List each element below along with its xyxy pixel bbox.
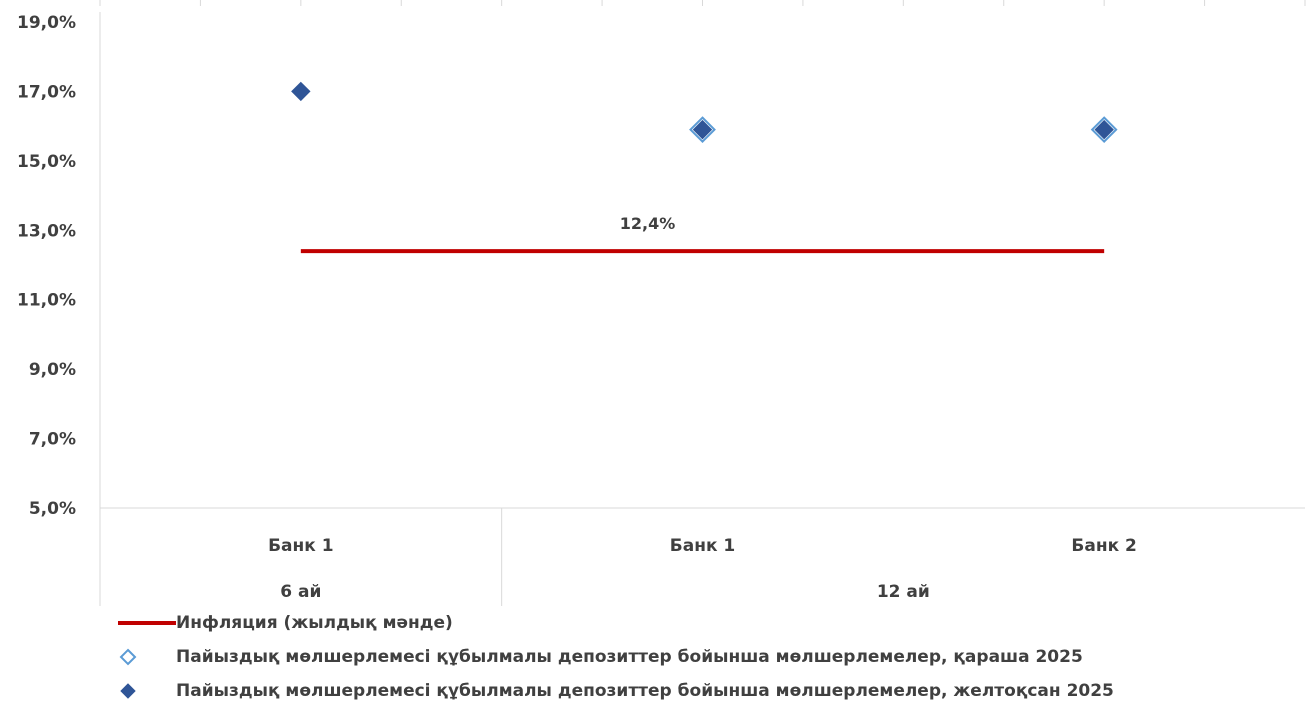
- x-group-label: 6 ай: [280, 582, 321, 602]
- legend: Инфляция (жылдық мәнде) Пайыздық мөлшерл…: [118, 606, 1114, 708]
- december-rate-point: [1094, 119, 1114, 140]
- y-axis-ticks: 5,0% 7,0% 9,0% 11,0% 13,0% 15,0% 17,0% 19,0%: [17, 13, 76, 519]
- chart-series: 12,4%: [291, 81, 1118, 254]
- legend-line-marker: [118, 613, 176, 633]
- legend-label: Пайыздық мөлшерлемесі құбылмалы депозитт…: [176, 647, 1083, 667]
- december-rate-point: [692, 119, 713, 140]
- legend-filled-diamond-icon: [118, 681, 176, 701]
- y-tick-label: 13,0%: [17, 221, 76, 241]
- x-axis-categories: Банк 1 Банк 1 Банк 2 6 ай 12 ай: [268, 536, 1137, 602]
- y-tick-label: 17,0%: [17, 82, 76, 102]
- y-tick-label: 7,0%: [29, 430, 76, 450]
- legend-label: Пайыздық мөлшерлемесі құбылмалы депозитт…: [176, 681, 1114, 701]
- y-tick-label: 5,0%: [29, 499, 76, 519]
- december-rate-point: [291, 81, 311, 102]
- inflation-data-label: 12,4%: [620, 214, 676, 233]
- legend-item-december[interactable]: Пайыздық мөлшерлемесі құбылмалы депозитт…: [118, 674, 1114, 708]
- x-category-label: Банк 2: [1071, 536, 1136, 556]
- y-tick-label: 19,0%: [17, 13, 76, 33]
- x-group-label: 12 ай: [877, 582, 930, 602]
- y-tick-label: 11,0%: [17, 291, 76, 311]
- chart-axes: [99, 0, 1306, 606]
- legend-item-november[interactable]: Пайыздық мөлшерлемесі құбылмалы депозитт…: [118, 640, 1114, 674]
- legend-hollow-diamond-icon: [118, 647, 176, 667]
- y-tick-label: 9,0%: [29, 360, 76, 380]
- x-category-label: Банк 1: [670, 536, 735, 556]
- x-category-label: Банк 1: [268, 536, 333, 556]
- legend-label: Инфляция (жылдық мәнде): [176, 613, 453, 633]
- y-tick-label: 15,0%: [17, 152, 76, 172]
- legend-item-inflation[interactable]: Инфляция (жылдық мәнде): [118, 606, 1114, 640]
